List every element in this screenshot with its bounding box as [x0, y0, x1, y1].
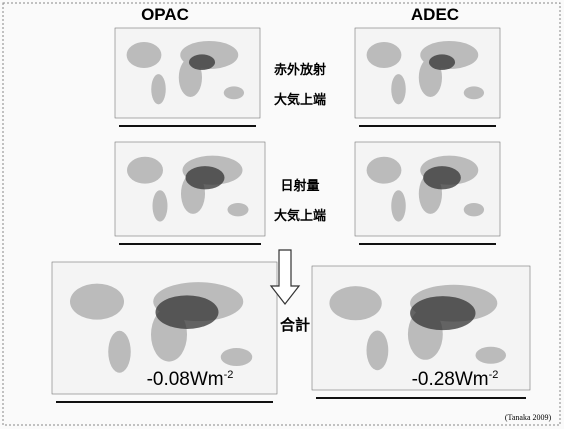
map-panel: [115, 142, 265, 244]
row-label: 大気上端: [274, 208, 326, 224]
row-label: 赤外放射: [274, 62, 326, 78]
row-label: 合計: [279, 316, 310, 334]
continent: [224, 86, 244, 99]
aerosol-region: [156, 295, 219, 329]
column-title: OPAC: [141, 5, 189, 24]
map-panel: [355, 28, 500, 126]
continent: [329, 286, 381, 320]
total-number: -0.28Wm: [412, 369, 489, 390]
continent: [153, 190, 168, 221]
continent: [391, 190, 406, 221]
continent: [127, 157, 163, 184]
continent: [464, 203, 484, 216]
row-label: 日射量: [280, 178, 319, 194]
row-label: 大気上端: [274, 92, 326, 108]
aerosol-region: [189, 54, 215, 70]
slide: OPAC ADEC 赤外放射 大気上端 日射量 大気上端 合計 -0.08Wm-…: [0, 0, 564, 429]
continent: [367, 42, 402, 68]
continent: [476, 347, 507, 364]
citation: (Tanaka 2009): [505, 413, 552, 422]
continent: [367, 330, 389, 370]
total-exponent: -2: [489, 369, 499, 381]
aerosol-region: [410, 296, 475, 330]
continent: [151, 74, 166, 104]
continent: [70, 284, 124, 320]
column-title: ADEC: [411, 5, 459, 24]
aerosol-region: [186, 166, 225, 189]
total-value: -0.28Wm-2: [412, 369, 499, 390]
continent: [367, 157, 402, 184]
total-number: -0.08Wm: [147, 369, 224, 390]
continent: [391, 74, 406, 104]
total-value: -0.08Wm-2: [147, 369, 234, 390]
aerosol-region: [423, 166, 461, 189]
continent: [228, 203, 249, 216]
continent: [108, 331, 131, 373]
aerosol-region: [429, 54, 455, 70]
map-panel: [115, 28, 260, 126]
total-exponent: -2: [224, 369, 234, 381]
continent: [221, 348, 253, 366]
continent: [127, 42, 162, 68]
map-panel: [355, 142, 500, 244]
continent: [464, 86, 484, 99]
